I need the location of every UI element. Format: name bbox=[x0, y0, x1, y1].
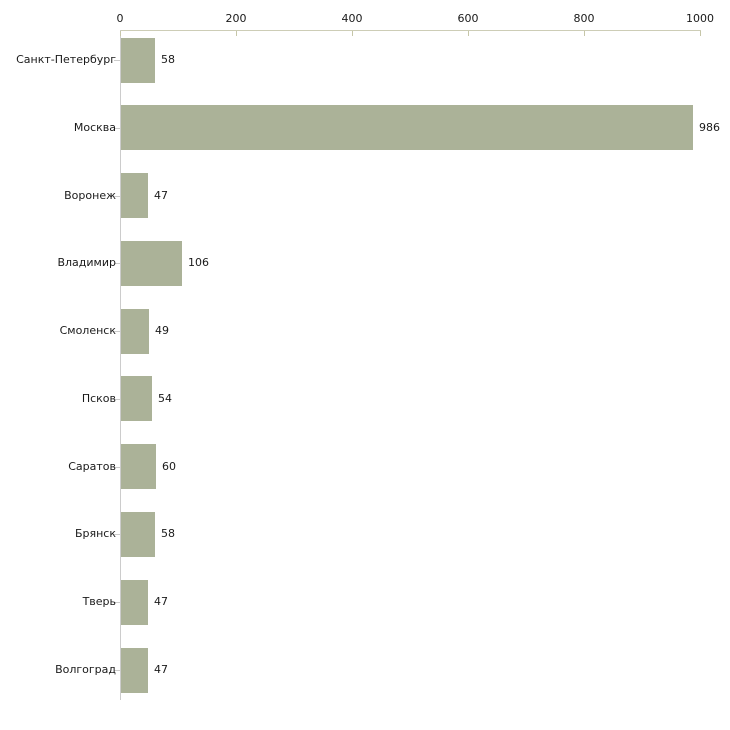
value-label: 58 bbox=[161, 527, 175, 540]
y-axis-tick-mark bbox=[114, 399, 120, 400]
x-axis-tick-mark bbox=[700, 31, 701, 36]
x-axis-line bbox=[120, 30, 701, 31]
value-label: 54 bbox=[158, 392, 172, 405]
x-axis-tick-mark bbox=[120, 31, 121, 36]
bar bbox=[121, 173, 148, 218]
x-axis-tick-mark bbox=[584, 31, 585, 36]
value-label: 58 bbox=[161, 53, 175, 66]
category-label: Тверь bbox=[82, 595, 116, 608]
value-label: 60 bbox=[162, 460, 176, 473]
y-axis-tick-mark bbox=[114, 331, 120, 332]
bar bbox=[121, 309, 149, 354]
bar bbox=[121, 38, 155, 83]
x-axis-tick-label: 1000 bbox=[686, 12, 714, 25]
value-label: 47 bbox=[154, 595, 168, 608]
value-label: 47 bbox=[154, 663, 168, 676]
bar bbox=[121, 376, 152, 421]
x-axis-tick-label: 0 bbox=[116, 12, 124, 25]
y-axis-tick-mark bbox=[114, 534, 120, 535]
category-label: Санкт-Петербург bbox=[16, 53, 116, 66]
category-label: Смоленск bbox=[59, 324, 116, 337]
y-axis-tick-mark bbox=[114, 670, 120, 671]
x-axis-tick-label: 200 bbox=[225, 12, 247, 25]
bar bbox=[121, 648, 148, 693]
bar bbox=[121, 444, 156, 489]
x-axis-tick-label: 400 bbox=[341, 12, 363, 25]
x-axis-tick-mark bbox=[468, 31, 469, 36]
y-axis-tick-mark bbox=[114, 263, 120, 264]
bar bbox=[121, 241, 182, 286]
value-label: 106 bbox=[188, 256, 209, 269]
category-label: Москва bbox=[73, 121, 116, 134]
value-label: 47 bbox=[154, 189, 168, 202]
bar bbox=[121, 580, 148, 625]
category-label: Псков bbox=[81, 392, 116, 405]
y-axis-tick-mark bbox=[114, 60, 120, 61]
bar bbox=[121, 512, 155, 557]
category-label: Волгоград bbox=[55, 663, 116, 676]
x-axis-tick-mark bbox=[352, 31, 353, 36]
y-axis-tick-mark bbox=[114, 602, 120, 603]
x-axis-tick-label: 800 bbox=[573, 12, 595, 25]
category-label: Брянск bbox=[74, 527, 116, 540]
category-label: Владимир bbox=[57, 256, 116, 269]
value-label: 986 bbox=[699, 121, 720, 134]
x-axis-tick-mark bbox=[236, 31, 237, 36]
category-label: Саратов bbox=[68, 460, 116, 473]
y-axis-tick-mark bbox=[114, 196, 120, 197]
y-axis-tick-mark bbox=[114, 128, 120, 129]
value-label: 49 bbox=[155, 324, 169, 337]
category-label: Воронеж bbox=[64, 189, 116, 202]
y-axis-line bbox=[120, 30, 121, 700]
bar bbox=[121, 105, 693, 150]
x-axis-tick-label: 600 bbox=[457, 12, 479, 25]
y-axis-tick-mark bbox=[114, 467, 120, 468]
